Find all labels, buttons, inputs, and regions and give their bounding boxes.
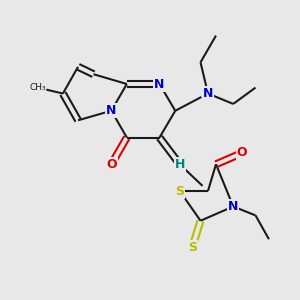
Text: S: S <box>175 184 184 197</box>
Text: H: H <box>175 158 185 171</box>
Text: N: N <box>154 77 165 91</box>
Text: CH₃: CH₃ <box>29 83 46 92</box>
Text: N: N <box>228 200 238 213</box>
Text: O: O <box>106 158 117 171</box>
Text: O: O <box>237 146 248 160</box>
Text: N: N <box>203 87 213 100</box>
Text: S: S <box>188 241 197 254</box>
Text: N: N <box>106 104 116 117</box>
